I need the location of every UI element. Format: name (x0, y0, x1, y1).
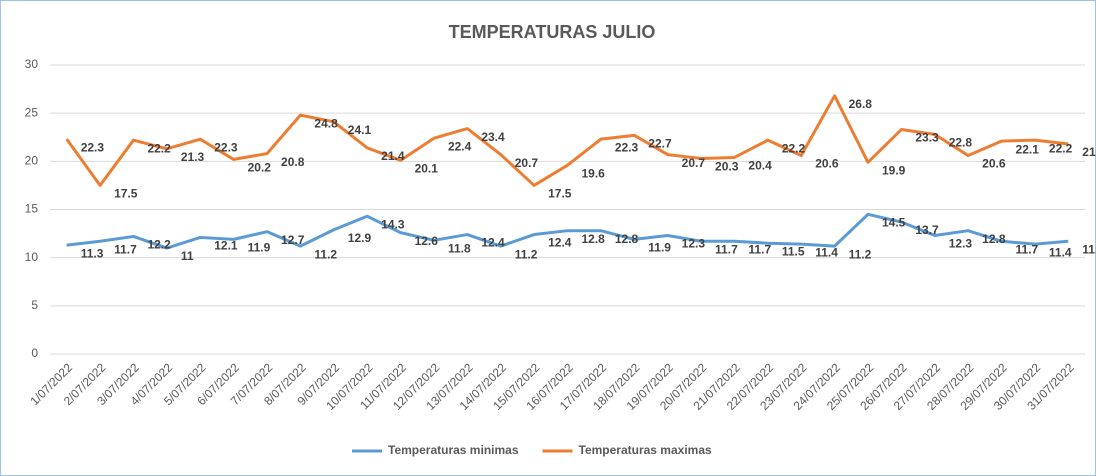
y-tick-label: 5 (31, 298, 38, 312)
data-label: 23.3 (915, 131, 939, 145)
legend-label: Temperaturas minimas (388, 443, 519, 457)
data-label: 24.8 (314, 116, 338, 130)
data-label: 12.3 (682, 237, 706, 251)
data-label: 12.8 (982, 232, 1006, 246)
y-tick-label: 20 (25, 154, 39, 168)
data-label: 17.5 (114, 187, 138, 201)
data-label: 23.4 (481, 130, 505, 144)
data-label: 12.3 (949, 237, 973, 251)
data-label: 11.7 (748, 242, 771, 256)
data-label: 11.7 (1016, 242, 1039, 256)
data-label: 21.3 (181, 150, 205, 164)
data-label: 11.7 (1082, 242, 1096, 256)
data-label: 11.4 (815, 245, 838, 259)
y-tick-label: 15 (25, 202, 39, 216)
data-label: 20.7 (682, 156, 706, 170)
data-label: 14.3 (381, 217, 405, 231)
data-label: 20.4 (748, 159, 772, 173)
data-label: 12.4 (548, 236, 572, 250)
data-label: 22.3 (81, 140, 105, 154)
data-label: 13.7 (915, 223, 939, 237)
data-label: 22.1 (1016, 142, 1040, 156)
data-label: 12.6 (415, 234, 439, 248)
data-label: 20.1 (415, 162, 439, 176)
data-label: 19.6 (582, 166, 606, 180)
chart-title: TEMPERATURAS JULIO (449, 22, 656, 42)
data-label: 11.5 (782, 244, 805, 258)
y-tick-label: 0 (31, 346, 38, 360)
data-label: 20.6 (982, 157, 1006, 171)
data-label: 20.2 (248, 161, 272, 175)
data-label: 24.1 (348, 123, 372, 137)
y-tick-label: 10 (25, 250, 39, 264)
data-label: 26.8 (849, 97, 873, 111)
data-label: 11.2 (849, 247, 872, 261)
data-label: 11.8 (448, 241, 471, 255)
data-label: 11.4 (1049, 245, 1072, 259)
data-label: 11.3 (81, 246, 104, 260)
data-label: 19.9 (882, 163, 906, 177)
data-label: 22.3 (214, 140, 238, 154)
data-label: 22.7 (648, 136, 672, 150)
data-label: 12.7 (281, 233, 305, 247)
data-label: 22.4 (448, 139, 472, 153)
data-label: 22.2 (1049, 141, 1073, 155)
data-label: 11.7 (114, 242, 137, 256)
y-tick-label: 30 (25, 57, 39, 71)
data-label: 22.8 (949, 136, 973, 150)
data-label: 20.8 (281, 155, 305, 169)
data-label: 12.8 (615, 232, 639, 246)
series-line (66, 212, 1069, 250)
legend-label: Temperaturas maximas (579, 443, 713, 457)
data-label: 12.4 (481, 236, 505, 250)
data-label: 12.2 (147, 238, 171, 252)
data-label: 11.2 (515, 247, 538, 261)
data-label: 12.9 (348, 231, 372, 245)
data-label: 20.6 (815, 157, 839, 171)
data-label: 17.5 (548, 187, 572, 201)
data-label: 12.8 (582, 232, 606, 246)
data-label: 11.7 (715, 242, 738, 256)
data-label: 14.5 (882, 215, 906, 229)
data-label: 12.1 (214, 239, 238, 253)
data-label: 22.2 (782, 141, 806, 155)
data-label: 11.9 (648, 241, 671, 255)
data-label: 11.9 (248, 241, 271, 255)
data-label: 22.3 (615, 140, 639, 154)
data-label: 11 (181, 249, 194, 263)
data-label: 21.4 (381, 149, 405, 163)
data-label: 20.7 (515, 156, 539, 170)
y-tick-label: 25 (25, 105, 39, 119)
data-label: 20.3 (715, 160, 739, 174)
data-label: 11.2 (314, 247, 337, 261)
data-label: 21.8 (1082, 145, 1096, 159)
series-line (65, 94, 1069, 187)
data-label: 22.2 (147, 141, 171, 155)
